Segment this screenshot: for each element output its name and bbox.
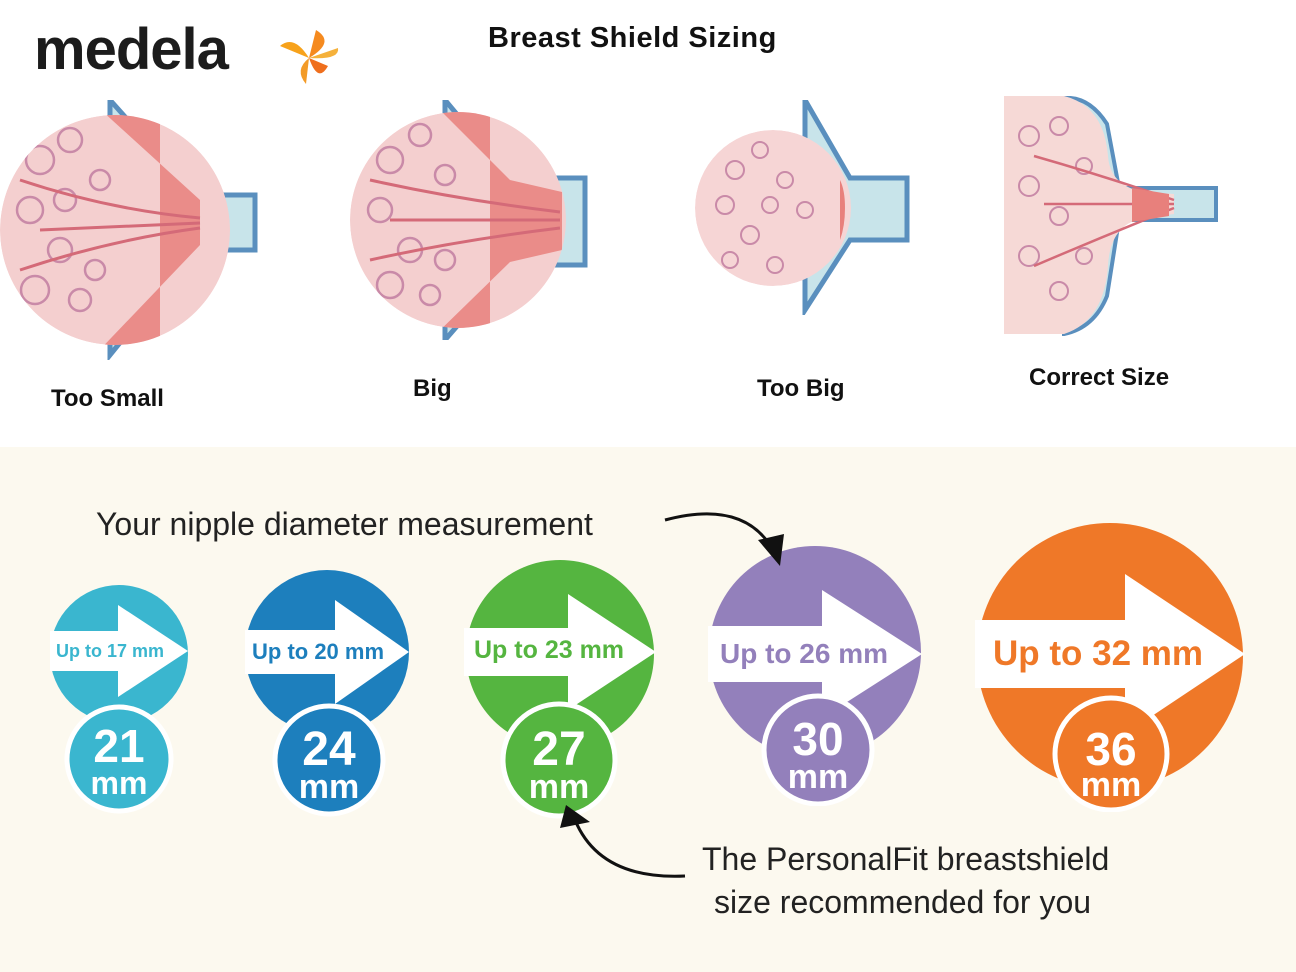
- brand-logo: medela: [34, 17, 229, 82]
- up-to-label: Up to 26 mm: [720, 638, 889, 669]
- size-unit: mm: [528, 768, 590, 806]
- up-to-label: Up to 23 mm: [474, 636, 625, 664]
- caption-big: Big: [413, 375, 452, 402]
- breast-illustration-too-big: [695, 100, 910, 315]
- size-value: 24: [302, 723, 356, 776]
- breast-illustration-big: [350, 100, 588, 340]
- size-option-27mm: Up to 23 mm 27 mm: [464, 560, 658, 822]
- page-title: Breast Shield Sizing: [488, 22, 777, 54]
- breast-illustration-correct-size: [1004, 96, 1218, 336]
- up-to-label: Up to 20 mm: [252, 639, 385, 664]
- size-unit: mm: [90, 765, 148, 801]
- up-to-label: Up to 17 mm: [56, 641, 165, 661]
- size-option-30mm: Up to 26 mm 30 mm: [708, 546, 926, 806]
- nipple-measurement-label: Your nipple diameter measurement: [96, 506, 593, 542]
- size-option-36mm: Up to 32 mm 36 mm: [975, 522, 1247, 812]
- size-option-24mm: Up to 20 mm 24 mm: [243, 570, 413, 820]
- size-value: 36: [1085, 723, 1137, 775]
- caption-too-small: Too Small: [51, 385, 164, 412]
- size-unit: mm: [1080, 766, 1142, 804]
- size-option-21mm: Up to 17 mm 21 mm: [48, 585, 192, 817]
- size-unit: mm: [298, 768, 360, 806]
- size-value: 27: [532, 723, 586, 776]
- recommended-size-label-line1: The PersonalFit breastshield: [702, 841, 1110, 877]
- size-value: 30: [792, 713, 844, 765]
- breast-illustration-too-small: [0, 100, 258, 360]
- size-unit: mm: [787, 758, 849, 796]
- flower-icon: [280, 30, 339, 84]
- recommended-size-label-line2: size recommended for you: [714, 884, 1092, 920]
- caption-correct-size: Correct Size: [1029, 364, 1170, 391]
- size-value: 21: [93, 720, 145, 772]
- caption-too-big: Too Big: [757, 375, 845, 402]
- up-to-label: Up to 32 mm: [993, 634, 1204, 673]
